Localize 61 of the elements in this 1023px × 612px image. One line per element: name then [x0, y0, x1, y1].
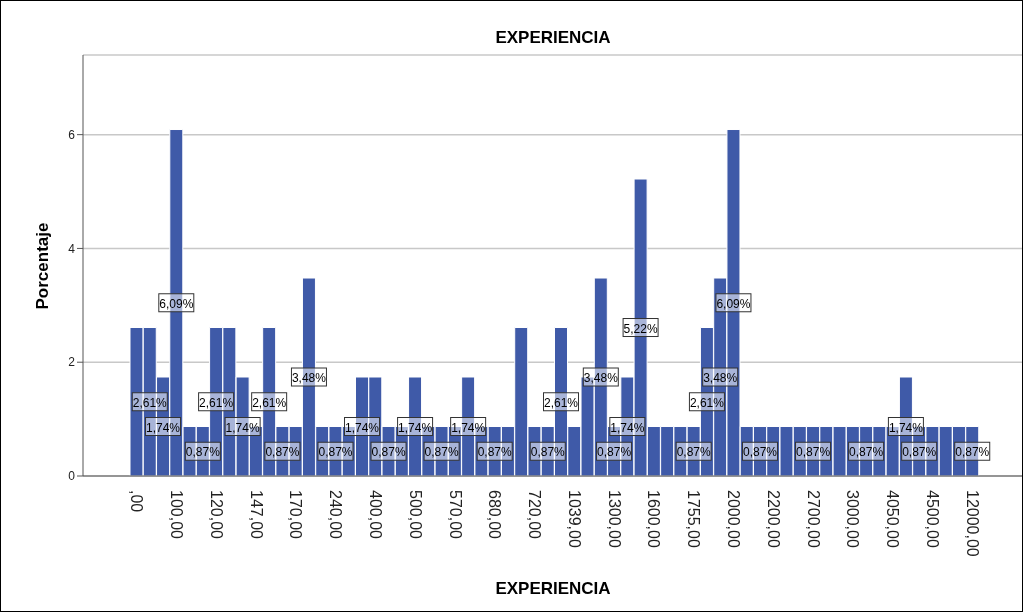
x-tick-label: 12000,00	[963, 490, 981, 557]
data-label: 0,87%	[477, 445, 513, 460]
data-label: 5,22%	[623, 321, 658, 336]
data-label: 1,74%	[398, 420, 433, 435]
data-label: 3,48%	[703, 371, 738, 386]
x-tick-label: 4500,00	[924, 490, 942, 548]
x-tick-label: 120,00	[207, 490, 225, 540]
data-label: 3,48%	[291, 371, 327, 386]
x-tick-label: 400,00	[366, 490, 384, 540]
data-label: 0,87%	[902, 445, 937, 460]
data-label: 0,87%	[318, 445, 353, 460]
data-label: 2,61%	[132, 395, 168, 410]
x-tick-label: 680,00	[486, 490, 504, 540]
y-tick-label: 4	[68, 241, 76, 256]
y-tick-label: 0	[68, 469, 76, 484]
x-tick-label: 2700,00	[804, 490, 822, 548]
data-label: 6,09%	[716, 296, 751, 311]
data-label: 1,74%	[888, 420, 924, 435]
x-tick-label: 500,00	[406, 490, 424, 540]
data-label: 1,74%	[345, 420, 380, 435]
data-label: 0,87%	[185, 445, 221, 460]
y-tick-label: 6	[68, 127, 76, 142]
data-label: 0,87%	[530, 445, 566, 460]
x-tick-label: 170,00	[287, 490, 305, 540]
data-label: 1,74%	[610, 420, 645, 435]
data-label: 0,87%	[676, 445, 711, 460]
data-label: 0,87%	[597, 445, 632, 460]
x-tick-label: 3000,00	[844, 490, 862, 548]
x-tick-label: 4050,00	[884, 490, 902, 548]
x-tick-label: 240,00	[327, 490, 345, 540]
data-label: 0,87%	[424, 445, 459, 460]
x-axis-title: EXPERIENCIA	[494, 579, 612, 599]
x-tick-label: 1300,00	[605, 490, 623, 548]
x-tick-label: 1755,00	[685, 490, 703, 548]
x-tick-label: 100,00	[167, 490, 185, 540]
data-label: 0,87%	[849, 445, 884, 460]
data-label: 6,09%	[159, 296, 194, 311]
x-tick-label: 1039,00	[565, 490, 583, 548]
x-tick-label: 2200,00	[764, 490, 782, 548]
data-label: 0,87%	[265, 445, 300, 460]
data-label: 1,74%	[146, 420, 181, 435]
data-label: 0,87%	[796, 445, 831, 460]
x-tick-label: 720,00	[526, 490, 544, 540]
data-label: 2,61%	[252, 395, 287, 410]
data-label: 1,74%	[451, 420, 486, 435]
data-label: 1,74%	[225, 420, 260, 435]
x-tick-label: ,00	[128, 490, 146, 513]
y-axis-title: Porcentaje	[33, 222, 53, 310]
data-label: 0,87%	[955, 445, 990, 460]
x-tick-label: 570,00	[446, 490, 464, 540]
x-tick-label: 1600,00	[645, 490, 663, 548]
x-tick-label: 147,00	[247, 490, 265, 540]
x-tick-label: 2000,00	[725, 490, 743, 548]
data-label: 2,61%	[689, 395, 725, 410]
data-label: 0,87%	[371, 445, 406, 460]
data-label: 3,48%	[583, 371, 619, 386]
data-label: 2,61%	[199, 395, 234, 410]
data-label: 0,87%	[742, 445, 778, 460]
data-label: 2,61%	[543, 395, 579, 410]
chart-title: EXPERIENCIA	[494, 28, 612, 48]
y-tick-label: 2	[68, 355, 76, 370]
